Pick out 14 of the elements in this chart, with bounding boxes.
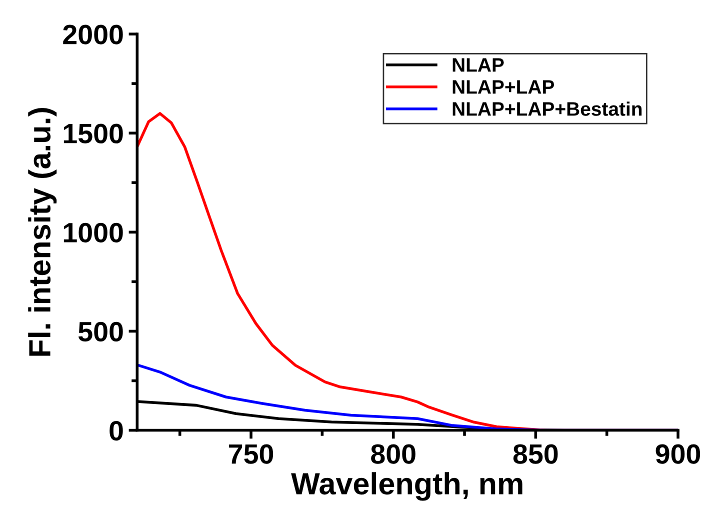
x-tick-label: 800 <box>371 444 416 464</box>
y-tick-label: 500 <box>78 322 123 342</box>
y-tick-label: 0 <box>110 420 123 441</box>
legend-label: NLAP+LAP <box>452 80 554 94</box>
x-tick-label: 900 <box>656 444 700 464</box>
y-tick-label: 1500 <box>64 124 123 144</box>
x-axis-title: Wavelength, nm <box>291 472 522 501</box>
legend-label: NLAP <box>452 58 504 72</box>
y-axis-title: Fl. intensity (a.u.) <box>28 108 57 356</box>
legend-label: NLAP+LAP+Bestatin <box>452 102 642 116</box>
y-tick-label: 2000 <box>63 24 123 44</box>
y-tick-label: 1000 <box>64 222 123 242</box>
x-tick-label: 850 <box>513 444 558 464</box>
x-tick-label: 750 <box>229 444 274 464</box>
